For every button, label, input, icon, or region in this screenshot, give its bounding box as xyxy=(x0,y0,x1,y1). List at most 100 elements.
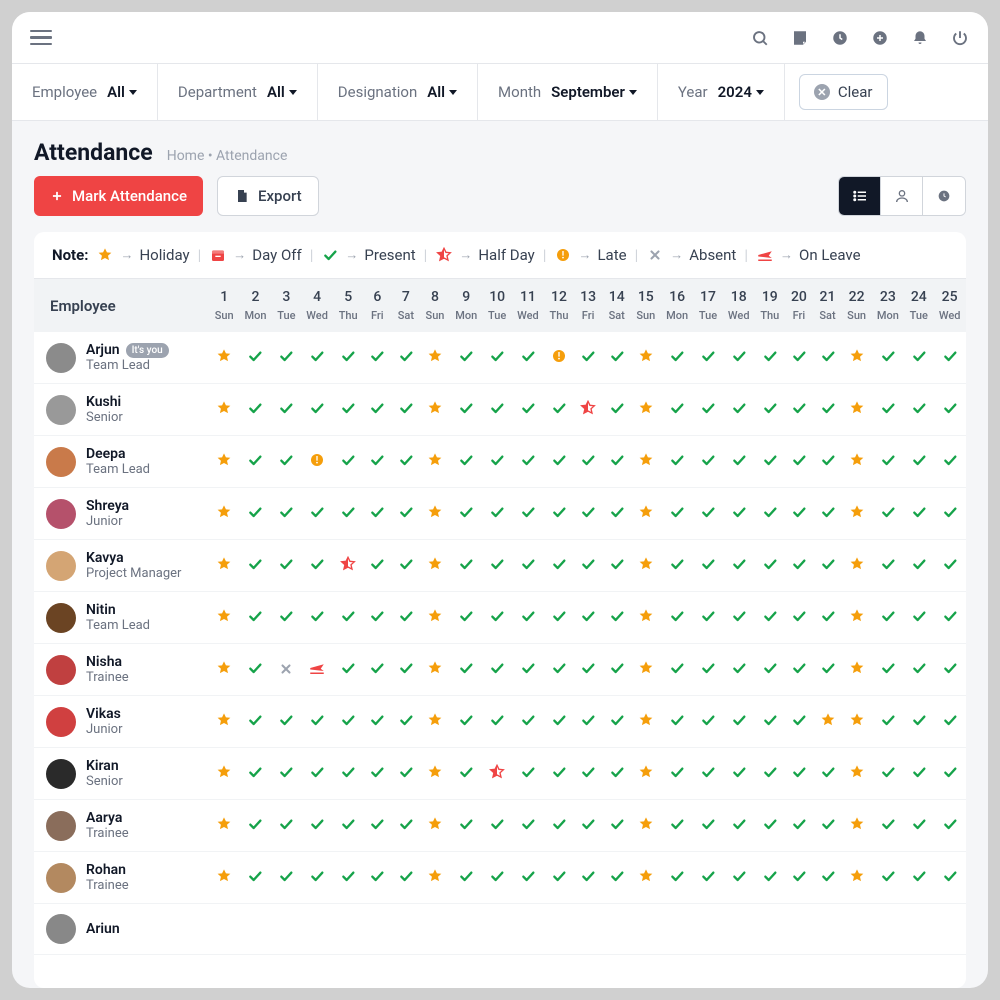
attendance-cell[interactable] xyxy=(450,592,483,644)
attendance-cell[interactable] xyxy=(363,852,392,904)
attendance-cell[interactable] xyxy=(813,436,842,488)
attendance-cell[interactable] xyxy=(933,592,966,644)
attendance-cell[interactable] xyxy=(239,748,272,800)
attendance-cell[interactable] xyxy=(933,800,966,852)
attendance-cell[interactable] xyxy=(871,488,904,540)
attendance-cell[interactable] xyxy=(209,436,239,488)
attendance-cell[interactable] xyxy=(272,332,301,384)
attendance-cell[interactable] xyxy=(785,384,814,436)
attendance-cell[interactable] xyxy=(694,540,723,592)
attendance-cell[interactable] xyxy=(512,800,545,852)
attendance-cell[interactable] xyxy=(842,384,872,436)
attendance-cell[interactable] xyxy=(661,800,694,852)
employee-cell[interactable]: ShreyaJunior xyxy=(46,498,197,529)
attendance-cell[interactable] xyxy=(301,696,334,748)
attendance-cell[interactable] xyxy=(483,488,512,540)
attendance-cell[interactable] xyxy=(574,748,603,800)
attendance-cell[interactable] xyxy=(694,800,723,852)
attendance-cell[interactable] xyxy=(392,384,421,436)
attendance-cell[interactable] xyxy=(333,592,363,644)
mark-attendance-button[interactable]: Mark Attendance xyxy=(34,176,203,216)
attendance-cell[interactable] xyxy=(661,696,694,748)
attendance-cell[interactable] xyxy=(631,852,661,904)
attendance-cell[interactable] xyxy=(301,384,334,436)
attendance-cell[interactable] xyxy=(631,488,661,540)
attendance-cell[interactable] xyxy=(272,488,301,540)
attendance-cell[interactable] xyxy=(842,696,872,748)
attendance-cell[interactable] xyxy=(755,644,785,696)
attendance-cell[interactable] xyxy=(602,332,631,384)
attendance-cell[interactable] xyxy=(333,852,363,904)
attendance-cell[interactable] xyxy=(904,592,933,644)
attendance-cell[interactable] xyxy=(574,332,603,384)
attendance-cell[interactable] xyxy=(392,644,421,696)
power-icon[interactable] xyxy=(950,28,970,48)
attendance-cell[interactable] xyxy=(871,904,904,955)
attendance-cell[interactable] xyxy=(661,436,694,488)
attendance-cell[interactable] xyxy=(602,592,631,644)
attendance-cell[interactable] xyxy=(694,384,723,436)
attendance-cell[interactable] xyxy=(933,748,966,800)
attendance-cell[interactable] xyxy=(239,332,272,384)
attendance-cell[interactable] xyxy=(392,852,421,904)
view-clock-icon[interactable] xyxy=(923,177,965,215)
attendance-cell[interactable] xyxy=(333,748,363,800)
attendance-cell[interactable] xyxy=(239,436,272,488)
attendance-cell[interactable] xyxy=(813,384,842,436)
attendance-cell[interactable] xyxy=(813,904,842,955)
attendance-cell[interactable] xyxy=(512,488,545,540)
attendance-cell[interactable] xyxy=(392,748,421,800)
attendance-cell[interactable] xyxy=(722,592,755,644)
employee-cell[interactable]: NishaTrainee xyxy=(46,654,197,685)
attendance-cell[interactable] xyxy=(420,540,450,592)
employee-cell[interactable]: ArjunIt's youTeam Lead xyxy=(46,342,197,373)
attendance-cell[interactable] xyxy=(239,384,272,436)
attendance-cell[interactable] xyxy=(363,436,392,488)
attendance-cell[interactable] xyxy=(842,644,872,696)
add-icon[interactable] xyxy=(870,28,890,48)
attendance-cell[interactable] xyxy=(661,540,694,592)
attendance-cell[interactable] xyxy=(272,696,301,748)
attendance-cell[interactable] xyxy=(239,852,272,904)
filter-value-dropdown[interactable]: All xyxy=(107,83,137,101)
attendance-cell[interactable] xyxy=(933,384,966,436)
attendance-cell[interactable] xyxy=(722,904,755,955)
attendance-cell[interactable] xyxy=(871,436,904,488)
attendance-cell[interactable] xyxy=(483,540,512,592)
attendance-cell[interactable] xyxy=(512,332,545,384)
employee-cell[interactable]: RohanTrainee xyxy=(46,862,197,893)
attendance-cell[interactable] xyxy=(301,644,334,696)
attendance-cell[interactable] xyxy=(420,800,450,852)
attendance-cell[interactable] xyxy=(272,904,301,955)
employee-cell[interactable]: KiranSenior xyxy=(46,758,197,789)
attendance-cell[interactable] xyxy=(933,540,966,592)
attendance-cell[interactable] xyxy=(631,800,661,852)
attendance-cell[interactable] xyxy=(333,488,363,540)
bell-icon[interactable] xyxy=(910,28,930,48)
clock-icon[interactable] xyxy=(830,28,850,48)
attendance-cell[interactable] xyxy=(602,384,631,436)
attendance-cell[interactable] xyxy=(694,696,723,748)
attendance-cell[interactable] xyxy=(933,852,966,904)
attendance-cell[interactable] xyxy=(933,644,966,696)
attendance-cell[interactable] xyxy=(544,852,574,904)
attendance-cell[interactable] xyxy=(392,540,421,592)
attendance-cell[interactable] xyxy=(512,748,545,800)
attendance-cell[interactable] xyxy=(842,904,872,955)
attendance-cell[interactable] xyxy=(631,696,661,748)
attendance-cell[interactable] xyxy=(755,592,785,644)
attendance-cell[interactable] xyxy=(363,696,392,748)
attendance-cell[interactable] xyxy=(785,904,814,955)
attendance-cell[interactable] xyxy=(450,540,483,592)
attendance-cell[interactable] xyxy=(333,540,363,592)
attendance-cell[interactable] xyxy=(450,904,483,955)
attendance-cell[interactable] xyxy=(363,540,392,592)
attendance-cell[interactable] xyxy=(420,436,450,488)
attendance-cell[interactable] xyxy=(722,800,755,852)
attendance-cell[interactable] xyxy=(661,904,694,955)
attendance-cell[interactable] xyxy=(755,332,785,384)
attendance-cell[interactable] xyxy=(544,592,574,644)
attendance-cell[interactable] xyxy=(301,748,334,800)
attendance-cell[interactable] xyxy=(363,644,392,696)
attendance-cell[interactable] xyxy=(694,904,723,955)
